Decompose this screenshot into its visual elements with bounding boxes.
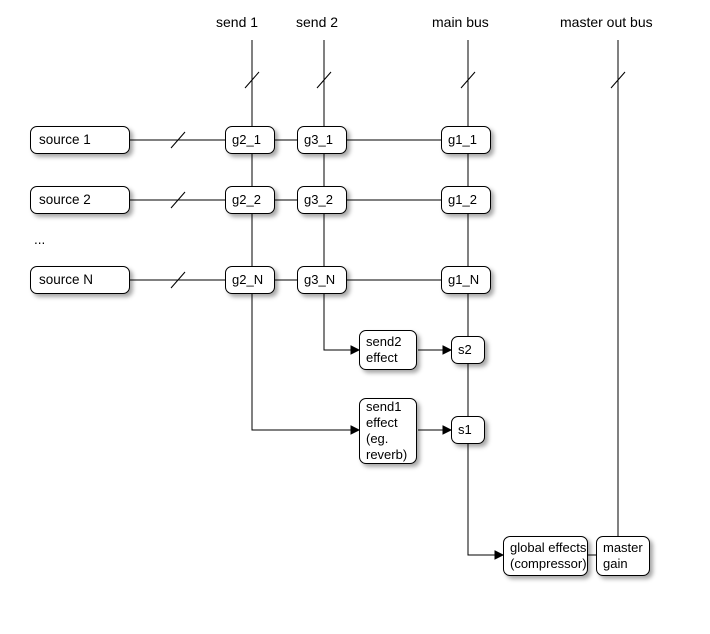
source-2-label: source 2	[39, 192, 91, 209]
col-label-master: master out bus	[560, 14, 653, 30]
col-label-send2: send 2	[296, 14, 338, 30]
s1-node: s1	[451, 416, 485, 444]
source-n-node: source N	[30, 266, 130, 294]
g3-2-node: g3_2	[297, 186, 347, 214]
g2-1-node: g2_1	[225, 126, 275, 154]
g2-n-node: g2_N	[225, 266, 275, 294]
g1-n-node: g1_N	[441, 266, 491, 294]
source-1-label: source 1	[39, 132, 91, 149]
global-effects-node: global effects (compressor)	[503, 536, 588, 576]
g2-2-node: g2_2	[225, 186, 275, 214]
g1-1-node: g1_1	[441, 126, 491, 154]
g3-1-node: g3_1	[297, 126, 347, 154]
s2-node: s2	[451, 336, 485, 364]
source-1-node: source 1	[30, 126, 130, 154]
g1-2-node: g1_2	[441, 186, 491, 214]
master-gain-node: master gain	[596, 536, 650, 576]
source-2-node: source 2	[30, 186, 130, 214]
source-n-label: source N	[39, 272, 93, 289]
send1-effect-node: send1 effect (eg. reverb)	[359, 398, 417, 464]
sources-ellipsis: ...	[34, 232, 45, 247]
col-label-send1: send 1	[216, 14, 258, 30]
col-label-main-bus: main bus	[432, 14, 489, 30]
g3-n-node: g3_N	[297, 266, 347, 294]
send2-effect-node: send2 effect	[359, 330, 417, 370]
